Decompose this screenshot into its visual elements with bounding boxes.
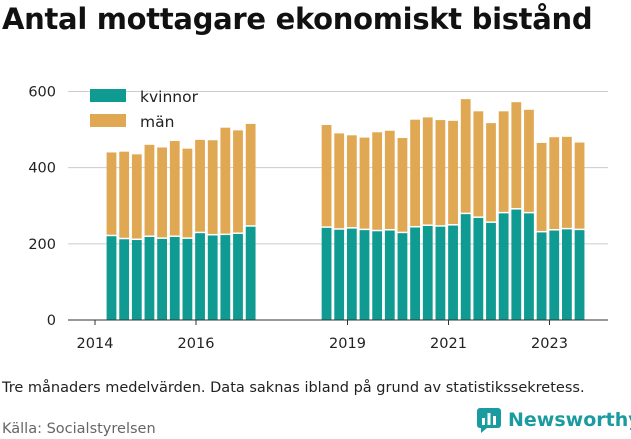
- chart-title: Antal mottagare ekonomiskt bistånd: [2, 2, 593, 36]
- bar-kvinnor: [549, 230, 560, 320]
- bar-kvinnor: [207, 235, 218, 320]
- x-tick-label: 2016: [178, 336, 215, 352]
- bar-man: [422, 117, 433, 225]
- bar-kvinnor: [410, 227, 420, 320]
- bar-man: [473, 111, 484, 217]
- bar-kvinnor: [131, 240, 142, 320]
- bar-kvinnor: [321, 227, 332, 320]
- bar-man: [207, 140, 218, 234]
- bar-man: [448, 120, 458, 225]
- bar-kvinnor: [220, 235, 231, 320]
- bar-man: [498, 111, 509, 212]
- bar-man: [131, 154, 142, 239]
- bar-chart-logo-icon: [477, 408, 501, 433]
- legend: kvinnor män: [90, 88, 199, 131]
- x-axis-ticks: 2014 2016 2019 2021 2023: [77, 320, 568, 352]
- bar-man: [549, 137, 560, 230]
- bar-kvinnor: [119, 239, 130, 320]
- bar-kvinnor: [233, 233, 243, 320]
- bars: [106, 99, 585, 320]
- y-tick-label: 200: [28, 237, 56, 253]
- bar-man: [410, 119, 420, 226]
- bar-kvinnor: [574, 230, 585, 320]
- y-axis-ticks: 0 200 400 600: [28, 85, 56, 329]
- bar-man: [359, 137, 370, 229]
- bar-kvinnor: [334, 229, 345, 320]
- bar-kvinnor: [144, 236, 155, 320]
- bar-man: [119, 151, 130, 238]
- bar-man: [397, 137, 408, 232]
- bar-kvinnor: [195, 233, 205, 320]
- bar-man: [524, 109, 534, 212]
- bar-kvinnor: [182, 238, 193, 320]
- x-tick-label: 2023: [531, 336, 568, 352]
- x-tick-label: 2014: [77, 336, 114, 352]
- bar-kvinnor: [346, 228, 357, 320]
- bar-man: [562, 136, 572, 228]
- bar-man: [372, 132, 383, 230]
- legend-swatch-man: [90, 114, 126, 127]
- bar-kvinnor: [498, 213, 509, 320]
- bar-man: [233, 130, 243, 233]
- x-tick-label: 2021: [430, 336, 467, 352]
- bar-kvinnor: [562, 229, 572, 320]
- bar-kvinnor: [397, 233, 408, 320]
- bar-man: [346, 135, 357, 228]
- brand-name: Newsworthy: [508, 409, 631, 431]
- bar-man: [384, 130, 395, 230]
- y-tick-label: 400: [28, 161, 56, 177]
- bar-kvinnor: [157, 238, 167, 320]
- bar-man: [195, 139, 205, 232]
- bar-man: [334, 133, 345, 229]
- bar-kvinnor: [448, 225, 458, 320]
- bar-kvinnor: [384, 230, 395, 320]
- bar-man: [435, 120, 446, 226]
- y-tick-label: 600: [28, 85, 56, 101]
- bar-man: [220, 127, 231, 234]
- bar-man: [511, 102, 522, 209]
- bar-man: [486, 123, 496, 222]
- brand-logo: Newsworthy: [476, 407, 631, 433]
- bar-kvinnor: [359, 230, 370, 320]
- bar-man: [321, 125, 332, 227]
- bar-kvinnor: [460, 214, 471, 320]
- bar-man: [574, 142, 585, 229]
- bar-man: [144, 144, 155, 236]
- bar-kvinnor: [435, 226, 446, 320]
- bar-kvinnor: [372, 231, 383, 320]
- bar-kvinnor: [524, 213, 534, 320]
- bar-man: [182, 148, 193, 238]
- y-tick-label: 0: [47, 313, 56, 329]
- bar-man: [157, 147, 167, 238]
- legend-label-kvinnor: kvinnor: [140, 88, 199, 106]
- bar-man: [245, 123, 256, 226]
- bar-kvinnor: [422, 225, 433, 320]
- legend-swatch-kvinnor: [90, 89, 126, 102]
- x-tick-label: 2019: [329, 336, 366, 352]
- bar-kvinnor: [245, 226, 256, 320]
- bar-man: [169, 141, 180, 236]
- bar-man: [460, 99, 471, 213]
- bar-kvinnor: [106, 236, 117, 320]
- bar-kvinnor: [169, 236, 180, 320]
- bar-man: [106, 152, 117, 235]
- source-text: Källa: Socialstyrelsen: [2, 421, 156, 437]
- legend-label-man: män: [140, 113, 174, 131]
- bar-kvinnor: [473, 217, 484, 320]
- chart-caption: Tre månaders medelvärden. Data saknas ib…: [2, 380, 585, 396]
- bar-kvinnor: [486, 222, 496, 320]
- bar-man: [536, 142, 547, 231]
- bar-kvinnor: [511, 209, 522, 320]
- bar-kvinnor: [536, 232, 547, 320]
